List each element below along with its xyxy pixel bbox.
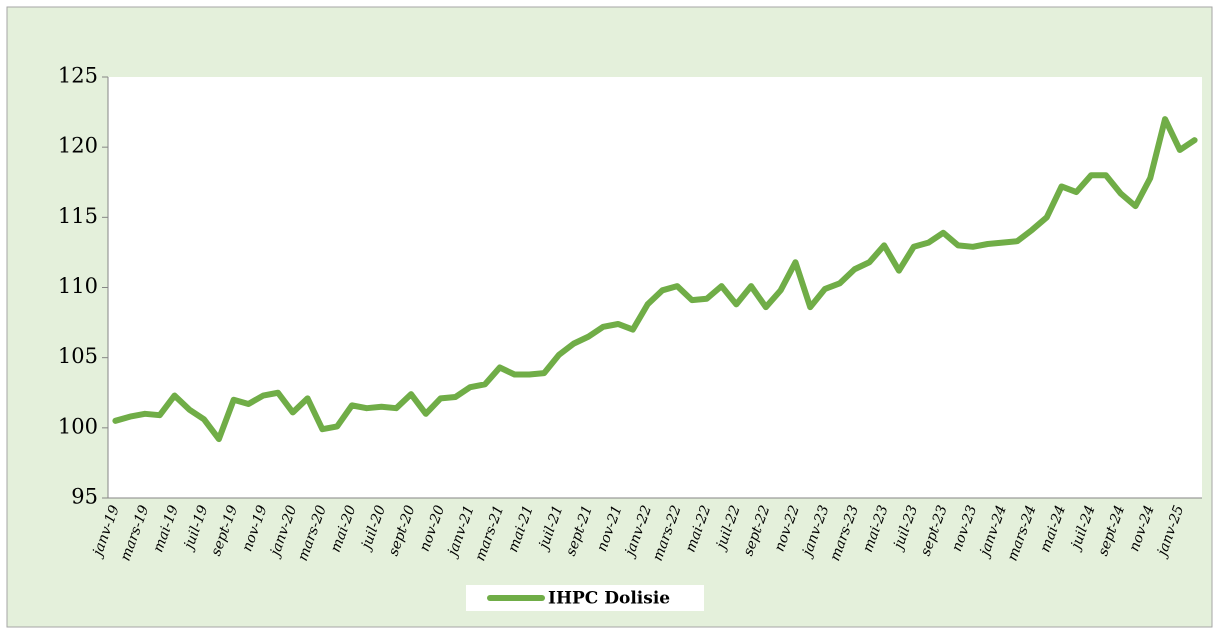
y-tick-label: 115 (58, 204, 98, 228)
y-tick-label: 95 (71, 485, 98, 509)
y-tick-label: 105 (58, 344, 98, 368)
y-tick-label: 100 (58, 414, 98, 438)
plot-area (108, 77, 1202, 498)
legend-label: IHPC Dolisie (548, 589, 670, 609)
y-tick-label: 120 (58, 134, 98, 158)
y-tick-label: 125 (58, 64, 98, 88)
y-tick-label: 110 (58, 274, 98, 298)
series-line (112, 116, 1198, 443)
